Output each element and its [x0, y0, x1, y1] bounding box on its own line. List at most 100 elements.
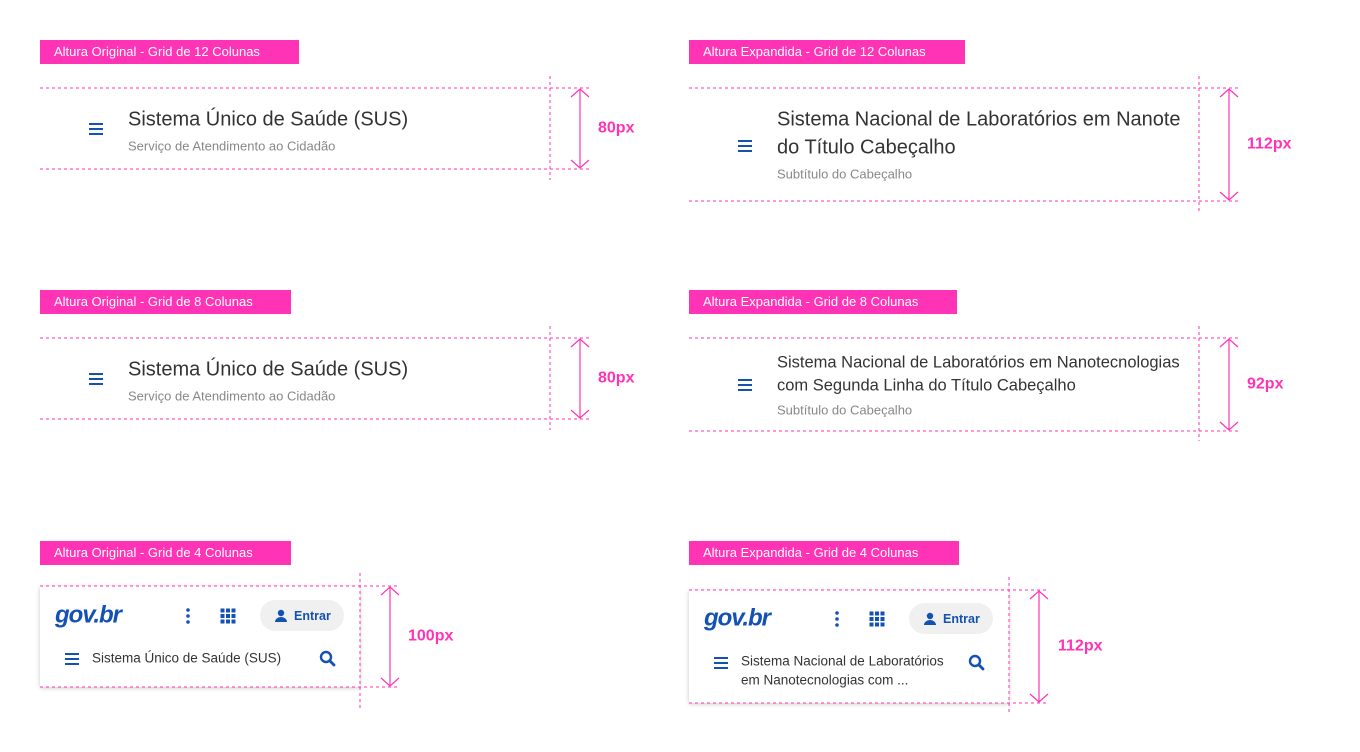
header-title: Sistema Único de Saúde (SUS) — [128, 357, 408, 380]
header-title: Sistema Único de Saúde (SUS) — [92, 651, 281, 666]
menu-bar — [738, 150, 752, 152]
menu-icon — [738, 140, 752, 152]
menu-bar — [738, 384, 752, 386]
dot — [835, 611, 839, 615]
height-arrow — [570, 338, 590, 419]
height-label: 80px — [598, 370, 635, 387]
height-arrow — [380, 586, 400, 687]
dot — [186, 620, 190, 624]
login-button[interactable] — [260, 600, 344, 631]
lens — [968, 654, 982, 668]
height-label: 92px — [1247, 376, 1284, 393]
apps-square — [869, 617, 874, 621]
header-subtitle: Subtítulo do Cabeçalho — [777, 166, 912, 181]
menu-bar — [89, 123, 103, 125]
section-tag — [40, 290, 291, 314]
arrow-head — [1219, 338, 1239, 348]
user-head — [926, 612, 934, 620]
more-icon — [186, 608, 190, 624]
section-label: Altura Expandida - Grid de 8 Colunas — [703, 294, 919, 309]
header-title: em Nanotecnologias com ... — [741, 673, 908, 688]
menu-bar — [714, 657, 728, 659]
header-title: Sistema Nacional de Laboratórios em Nano… — [777, 108, 1181, 130]
arrow-head — [1029, 693, 1049, 703]
menu-bar — [89, 378, 103, 380]
arrow-head — [570, 338, 590, 348]
height-arrow — [570, 88, 590, 169]
user-body — [275, 617, 287, 622]
user-head — [277, 609, 285, 617]
apps-square — [880, 622, 885, 627]
apps-square — [231, 619, 236, 624]
arrow-head — [1219, 88, 1239, 98]
apps-icon — [869, 611, 885, 627]
apps-square — [880, 611, 885, 616]
menu-bar — [738, 140, 752, 142]
apps-square — [226, 608, 230, 613]
arrow-head — [380, 677, 400, 687]
dot — [835, 623, 839, 627]
arrow-head — [380, 586, 400, 596]
section-tag — [689, 290, 957, 314]
menu-icon — [89, 373, 103, 385]
menu-bar — [738, 379, 752, 381]
dot — [186, 614, 190, 618]
section-label: Altura Expandida - Grid de 12 Colunas — [703, 44, 926, 59]
login-label: Entrar — [943, 612, 980, 626]
arrow-head — [1219, 191, 1239, 201]
height-label: 112px — [1058, 638, 1103, 655]
dot — [835, 617, 839, 621]
apps-icon — [220, 608, 236, 624]
menu-bar — [714, 662, 728, 664]
menu-bar — [89, 373, 103, 375]
section-label: Altura Original - Grid de 8 Colunas — [54, 294, 253, 309]
apps-square — [231, 614, 236, 618]
height-arrow — [1029, 590, 1049, 703]
menu-bar — [65, 663, 79, 665]
header-title: Sistema Nacional de Laboratórios em Nano… — [777, 353, 1180, 371]
more-icon — [835, 611, 839, 627]
menu-icon — [89, 123, 103, 135]
height-label: 100px — [408, 628, 453, 645]
menu-bar — [714, 667, 728, 669]
apps-square — [220, 608, 225, 613]
lens — [319, 650, 333, 664]
logo: gov.br — [703, 604, 773, 631]
section-tag — [689, 40, 965, 64]
arrow-head — [1219, 421, 1239, 431]
menu-bar — [65, 653, 79, 655]
user-body — [924, 620, 936, 625]
apps-square — [869, 622, 874, 627]
handle — [977, 663, 985, 671]
menu-bar — [89, 383, 103, 385]
apps-square — [875, 611, 879, 616]
height-label: 80px — [598, 120, 635, 137]
header-title: Sistema Nacional de Laboratórios — [741, 654, 944, 669]
arrow-head — [570, 409, 590, 419]
dot — [186, 608, 190, 612]
apps-square — [869, 611, 874, 616]
header-subtitle: Subtítulo do Cabeçalho — [777, 402, 912, 417]
height-arrow — [1219, 88, 1239, 201]
header-subtitle: Serviço de Atendimento ao Cidadão — [128, 138, 335, 153]
apps-square — [875, 622, 879, 627]
header-text: Sistema Único de Saúde (SUS) Serviço de A… — [128, 357, 408, 403]
height-label: 112px — [1247, 136, 1292, 153]
menu-bar — [738, 145, 752, 147]
apps-square — [226, 619, 230, 624]
header-title: Sistema Único de Saúde (SUS) — [128, 107, 408, 130]
login-label: Entrar — [294, 609, 331, 623]
section-label: Altura Original - Grid de 12 Colunas — [54, 44, 260, 59]
arrow-head — [570, 159, 590, 169]
menu-icon — [65, 653, 79, 665]
apps-square — [875, 617, 879, 621]
header-title: com Segunda Linha do Título Cabeçalho — [777, 376, 1076, 394]
apps-square — [880, 617, 885, 621]
search-icon — [968, 654, 985, 671]
logo: gov.br — [54, 601, 124, 628]
apps-square — [220, 619, 225, 624]
login-button[interactable] — [909, 603, 993, 634]
menu-icon — [738, 379, 752, 391]
